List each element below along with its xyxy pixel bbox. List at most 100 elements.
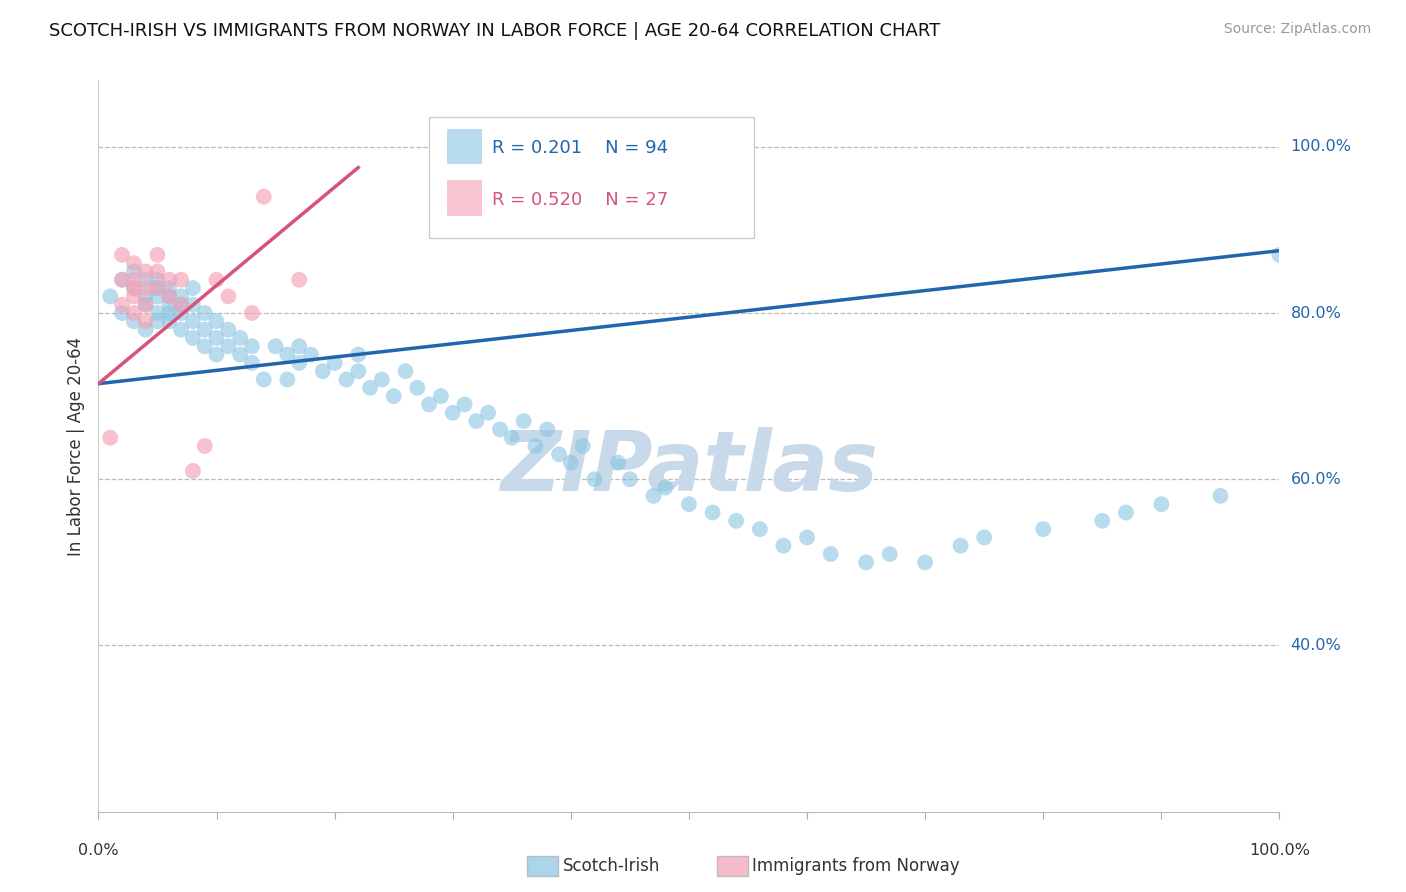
Point <box>146 281 169 295</box>
Point <box>347 364 370 378</box>
Point <box>122 264 145 278</box>
Point <box>146 264 169 278</box>
Point <box>536 422 558 436</box>
Point <box>157 306 180 320</box>
Point <box>253 189 276 203</box>
Point <box>512 414 534 428</box>
Point <box>312 364 335 378</box>
Point <box>205 314 228 328</box>
Point <box>170 306 193 320</box>
Point <box>359 381 381 395</box>
Point <box>229 348 252 362</box>
Point <box>111 298 134 312</box>
Point <box>157 289 180 303</box>
Point <box>453 397 475 411</box>
Point <box>98 431 121 445</box>
Point <box>1032 522 1054 536</box>
Point <box>111 248 134 262</box>
Point <box>157 298 180 312</box>
Point <box>122 256 145 270</box>
Point <box>702 506 724 520</box>
Point <box>146 273 169 287</box>
Text: 60.0%: 60.0% <box>1291 472 1341 487</box>
Point <box>855 555 877 569</box>
Point <box>524 439 547 453</box>
Point <box>430 389 453 403</box>
Point <box>135 273 157 287</box>
Point <box>205 273 228 287</box>
Point <box>122 306 145 320</box>
Point <box>194 306 217 320</box>
Point <box>240 339 263 353</box>
Y-axis label: In Labor Force | Age 20-64: In Labor Force | Age 20-64 <box>66 336 84 556</box>
Text: Immigrants from Norway: Immigrants from Norway <box>752 857 960 875</box>
Point <box>146 314 169 328</box>
Point <box>501 431 523 445</box>
FancyBboxPatch shape <box>447 180 482 216</box>
Point <box>111 306 134 320</box>
Point <box>205 348 228 362</box>
Point <box>135 281 157 295</box>
Point <box>122 281 145 295</box>
Point <box>170 298 193 312</box>
Point <box>135 323 157 337</box>
Point <box>820 547 842 561</box>
Point <box>229 331 252 345</box>
Point <box>441 406 464 420</box>
Point <box>382 389 405 403</box>
Point <box>146 306 169 320</box>
Point <box>181 464 204 478</box>
Text: 80.0%: 80.0% <box>1291 306 1341 320</box>
Point <box>135 264 157 278</box>
Point <box>643 489 665 503</box>
Text: 100.0%: 100.0% <box>1249 843 1310 858</box>
Point <box>135 298 157 312</box>
Point <box>122 289 145 303</box>
Text: 100.0%: 100.0% <box>1291 139 1351 154</box>
Point <box>194 323 217 337</box>
Point <box>619 472 641 486</box>
Point <box>288 273 311 287</box>
Text: Scotch-Irish: Scotch-Irish <box>562 857 659 875</box>
Point <box>1209 489 1232 503</box>
Point <box>276 348 298 362</box>
Point <box>335 372 357 386</box>
Point <box>418 397 440 411</box>
Point <box>157 314 180 328</box>
Text: SCOTCH-IRISH VS IMMIGRANTS FROM NORWAY IN LABOR FORCE | AGE 20-64 CORRELATION CH: SCOTCH-IRISH VS IMMIGRANTS FROM NORWAY I… <box>49 22 941 40</box>
Point <box>217 323 239 337</box>
Point <box>725 514 748 528</box>
Point <box>194 339 217 353</box>
Point <box>914 555 936 569</box>
Point <box>949 539 972 553</box>
Point <box>181 298 204 312</box>
Point <box>1268 248 1291 262</box>
Point <box>111 273 134 287</box>
Point <box>157 281 180 295</box>
FancyBboxPatch shape <box>429 117 754 237</box>
Point <box>181 331 204 345</box>
Point <box>288 339 311 353</box>
Point <box>146 248 169 262</box>
Point <box>548 447 571 461</box>
Point <box>347 348 370 362</box>
Point <box>879 547 901 561</box>
Text: Source: ZipAtlas.com: Source: ZipAtlas.com <box>1223 22 1371 37</box>
Point <box>276 372 298 386</box>
Point <box>678 497 700 511</box>
Point <box>583 472 606 486</box>
Point <box>406 381 429 395</box>
Point <box>217 339 239 353</box>
Point <box>654 481 676 495</box>
Point <box>394 364 416 378</box>
Point <box>371 372 394 386</box>
Point <box>146 281 169 295</box>
Point <box>477 406 499 420</box>
Point <box>240 356 263 370</box>
Point <box>217 289 239 303</box>
Point <box>299 348 322 362</box>
Point <box>240 306 263 320</box>
Point <box>560 456 582 470</box>
FancyBboxPatch shape <box>447 129 482 164</box>
Point <box>748 522 770 536</box>
